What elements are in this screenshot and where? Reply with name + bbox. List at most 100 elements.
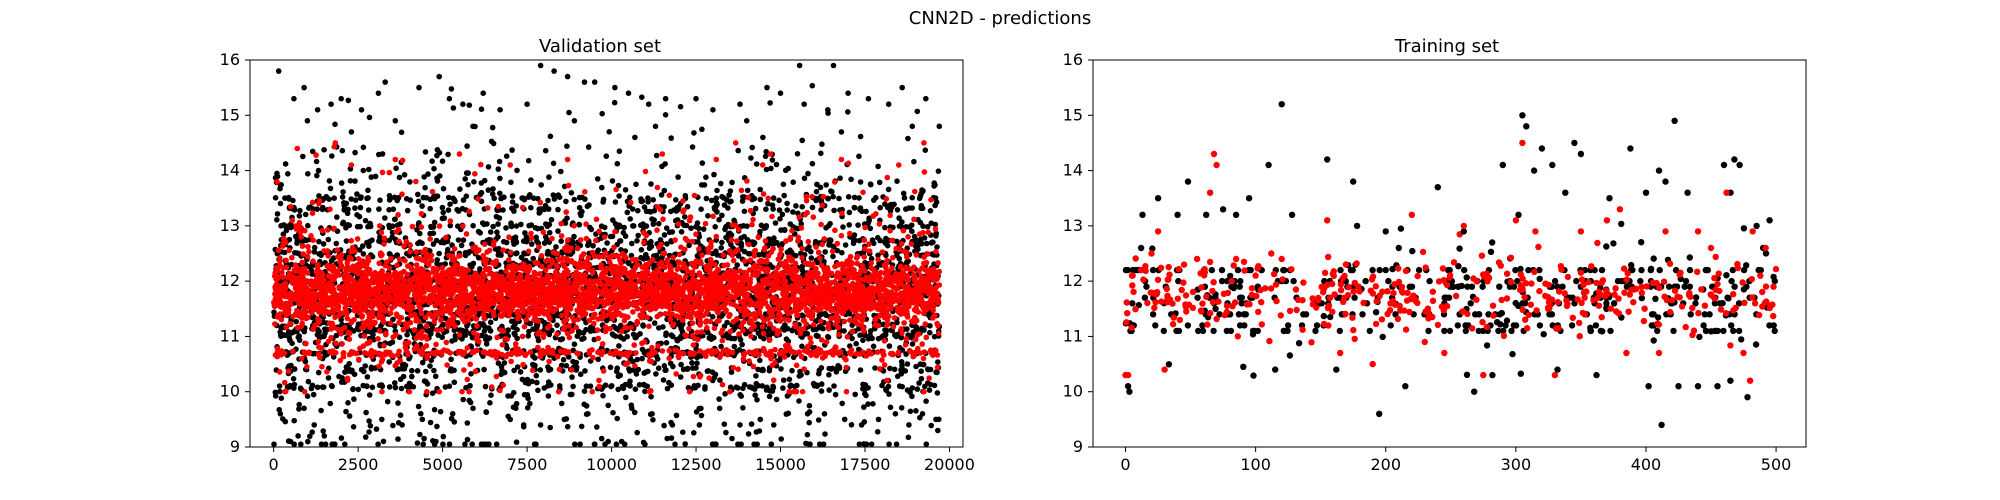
actual-point	[431, 367, 437, 374]
actual-point	[757, 357, 763, 364]
validation-x-tick-label: 15000	[755, 455, 806, 474]
actual-point	[781, 192, 787, 199]
actual-point	[875, 335, 882, 342]
actual-point	[551, 196, 558, 202]
actual-point	[608, 383, 615, 389]
actual-point	[681, 222, 687, 229]
actual-point	[276, 383, 283, 389]
actual-point	[885, 186, 892, 193]
predicted-point	[439, 264, 446, 271]
actual-point	[828, 366, 834, 372]
actual-point	[495, 221, 501, 227]
actual-point	[627, 216, 633, 222]
actual-point	[307, 204, 314, 210]
predicted-point	[611, 244, 617, 251]
actual-point	[883, 327, 890, 334]
actual-point	[427, 205, 434, 212]
actual-point	[779, 211, 786, 218]
actual-point	[649, 216, 655, 222]
actual-point	[505, 393, 511, 399]
actual-point	[496, 158, 503, 165]
actual-point	[313, 158, 320, 165]
actual-point	[591, 441, 598, 448]
actual-point	[316, 238, 322, 245]
actual-point	[422, 184, 428, 191]
actual-point	[420, 441, 427, 448]
actual-point	[711, 334, 717, 341]
actual-point	[696, 225, 702, 232]
actual-point	[663, 367, 669, 373]
actual-point	[688, 225, 694, 231]
actual-point	[558, 168, 564, 175]
actual-point	[735, 147, 741, 154]
actual-point	[582, 368, 588, 374]
actual-point	[555, 206, 561, 213]
actual-point	[545, 206, 552, 212]
actual-point	[680, 366, 687, 373]
actual-point	[748, 155, 754, 161]
actual-point	[632, 386, 639, 393]
predicted-point	[888, 306, 894, 312]
predicted-point	[866, 248, 873, 254]
predicted-point	[860, 189, 866, 196]
actual-point	[414, 440, 421, 446]
actual-point	[851, 204, 858, 211]
actual-point	[434, 147, 441, 153]
actual-point	[931, 333, 938, 340]
actual-point	[487, 319, 494, 326]
actual-point	[469, 441, 476, 448]
predicted-point	[386, 265, 393, 271]
actual-point	[513, 400, 520, 407]
actual-point	[830, 193, 836, 200]
predicted-point	[481, 241, 488, 247]
actual-point	[334, 214, 340, 220]
actual-point	[783, 411, 790, 417]
actual-point	[698, 412, 705, 419]
actual-point	[717, 377, 723, 383]
actual-point	[751, 386, 758, 392]
actual-point	[663, 340, 670, 346]
actual-point	[925, 380, 931, 386]
actual-point	[553, 312, 560, 319]
predicted-point	[934, 320, 940, 327]
predicted-point	[719, 381, 726, 388]
predicted-point	[283, 257, 289, 264]
predicted-point	[456, 332, 463, 338]
actual-point	[667, 360, 674, 367]
actual-point	[563, 362, 570, 369]
actual-point	[699, 160, 706, 166]
actual-point	[392, 380, 398, 386]
predicted-point	[306, 248, 312, 255]
predicted-point	[726, 388, 733, 395]
actual-point	[422, 368, 429, 375]
actual-point	[699, 126, 705, 133]
actual-point	[451, 367, 457, 374]
predicted-point	[327, 206, 333, 212]
actual-point	[352, 197, 359, 203]
actual-point	[289, 330, 295, 336]
actual-point	[893, 333, 899, 340]
actual-point	[419, 203, 425, 209]
actual-point	[794, 382, 800, 389]
actual-point	[918, 202, 925, 209]
actual-point	[478, 180, 485, 186]
actual-point	[629, 206, 636, 212]
actual-point	[934, 244, 940, 250]
actual-point	[822, 249, 828, 255]
actual-point	[638, 247, 645, 253]
actual-point	[298, 441, 304, 448]
predicted-point	[921, 140, 927, 146]
actual-point	[322, 330, 328, 337]
actual-point	[322, 441, 329, 448]
actual-point	[576, 204, 583, 211]
actual-point	[678, 229, 685, 235]
actual-point	[600, 199, 606, 205]
actual-point	[901, 195, 908, 201]
predicted-point	[297, 229, 304, 236]
actual-point	[339, 147, 346, 154]
actual-point	[486, 441, 492, 448]
actual-point	[446, 383, 453, 390]
actual-point	[882, 201, 888, 207]
actual-point	[401, 172, 408, 178]
